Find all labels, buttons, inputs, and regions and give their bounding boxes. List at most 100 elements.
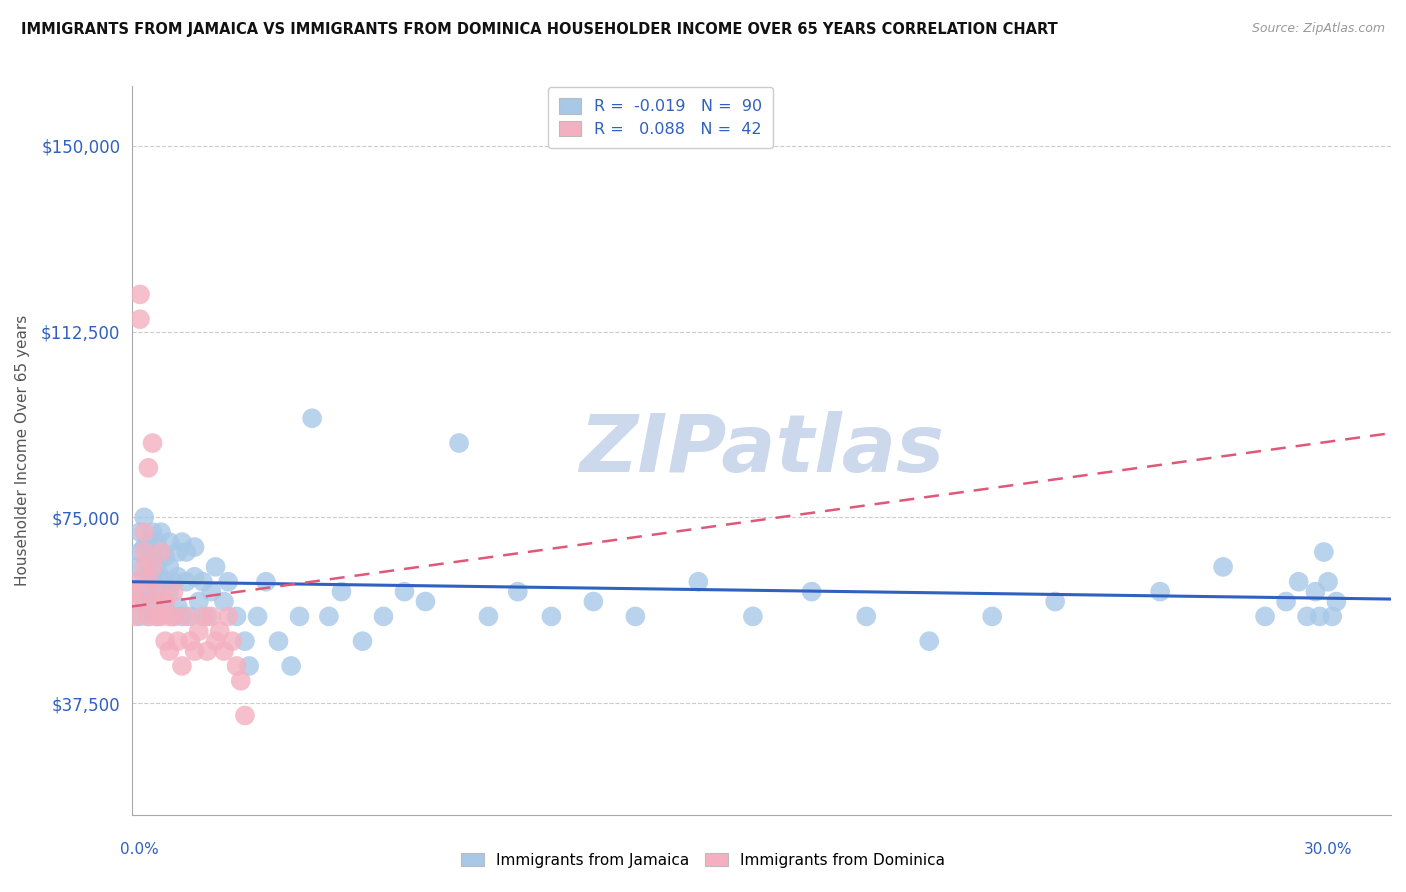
Point	[212, 644, 235, 658]
Point	[138, 609, 160, 624]
Point	[1043, 594, 1066, 608]
Legend: Immigrants from Jamaica, Immigrants from Dominica: Immigrants from Jamaica, Immigrants from…	[454, 845, 952, 875]
Point	[174, 574, 197, 589]
Point	[170, 659, 193, 673]
Point	[183, 570, 205, 584]
Point	[125, 560, 148, 574]
Point	[153, 549, 176, 564]
Point	[229, 673, 252, 688]
Point	[146, 584, 169, 599]
Point	[174, 609, 197, 624]
Point	[1322, 609, 1344, 624]
Point	[138, 584, 160, 599]
Point	[153, 574, 176, 589]
Point	[162, 574, 184, 589]
Point	[1317, 574, 1340, 589]
Point	[134, 525, 156, 540]
Point	[918, 634, 941, 648]
Point	[153, 634, 176, 648]
Point	[225, 659, 247, 673]
Point	[149, 525, 172, 540]
Point	[142, 565, 165, 579]
Point	[157, 644, 180, 658]
Point	[267, 634, 290, 648]
Point	[1212, 560, 1234, 574]
Y-axis label: Householder Income Over 65 years: Householder Income Over 65 years	[15, 315, 30, 586]
Point	[1309, 609, 1331, 624]
Point	[166, 599, 188, 614]
Point	[166, 634, 188, 648]
Point	[254, 574, 277, 589]
Point	[153, 594, 176, 608]
Point	[134, 540, 156, 554]
Point	[741, 609, 763, 624]
Point	[166, 570, 188, 584]
Text: ZIPatlas: ZIPatlas	[579, 411, 943, 490]
Point	[134, 560, 156, 574]
Point	[1254, 609, 1277, 624]
Point	[134, 510, 156, 524]
Text: IMMIGRANTS FROM JAMAICA VS IMMIGRANTS FROM DOMINICA HOUSEHOLDER INCOME OVER 65 Y: IMMIGRANTS FROM JAMAICA VS IMMIGRANTS FR…	[21, 22, 1057, 37]
Text: 30.0%: 30.0%	[1305, 842, 1353, 856]
Point	[149, 545, 172, 559]
Point	[217, 609, 239, 624]
Point	[204, 560, 226, 574]
Point	[138, 609, 160, 624]
Point	[1313, 545, 1336, 559]
Point	[212, 594, 235, 608]
Point	[187, 594, 209, 608]
Point	[142, 525, 165, 540]
Point	[191, 574, 214, 589]
Point	[394, 584, 416, 599]
Point	[288, 609, 311, 624]
Point	[688, 574, 710, 589]
Point	[195, 644, 218, 658]
Point	[125, 584, 148, 599]
Point	[162, 584, 184, 599]
Point	[129, 609, 152, 624]
Point	[134, 594, 156, 608]
Point	[142, 545, 165, 559]
Point	[162, 609, 184, 624]
Point	[540, 609, 562, 624]
Point	[191, 609, 214, 624]
Point	[179, 609, 201, 624]
Point	[233, 634, 256, 648]
Point	[1326, 594, 1348, 608]
Point	[129, 287, 152, 301]
Point	[142, 594, 165, 608]
Point	[157, 535, 180, 549]
Text: 0.0%: 0.0%	[120, 842, 159, 856]
Point	[187, 624, 209, 639]
Text: Source: ZipAtlas.com: Source: ZipAtlas.com	[1251, 22, 1385, 36]
Point	[318, 609, 340, 624]
Point	[166, 545, 188, 559]
Point	[146, 560, 169, 574]
Point	[1275, 594, 1298, 608]
Point	[1288, 574, 1310, 589]
Point	[221, 634, 243, 648]
Point	[179, 634, 201, 648]
Point	[149, 609, 172, 624]
Point	[170, 535, 193, 549]
Point	[447, 436, 470, 450]
Point	[125, 574, 148, 589]
Point	[200, 609, 222, 624]
Point	[624, 609, 647, 624]
Point	[129, 545, 152, 559]
Point	[125, 584, 148, 599]
Point	[162, 609, 184, 624]
Point	[855, 609, 877, 624]
Point	[233, 708, 256, 723]
Point	[138, 574, 160, 589]
Point	[174, 545, 197, 559]
Point	[157, 584, 180, 599]
Point	[146, 535, 169, 549]
Point	[146, 609, 169, 624]
Point	[415, 594, 437, 608]
Point	[1305, 584, 1327, 599]
Point	[981, 609, 1004, 624]
Point	[200, 584, 222, 599]
Point	[134, 545, 156, 559]
Point	[153, 594, 176, 608]
